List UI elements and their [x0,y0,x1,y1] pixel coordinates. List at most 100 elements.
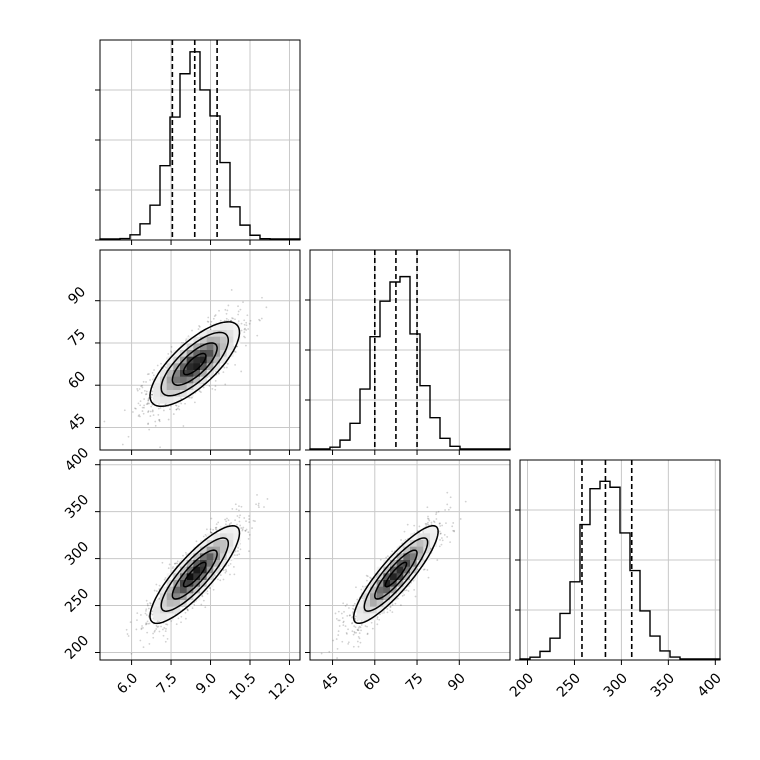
sample-point [351,611,354,613]
sample-point [464,500,467,503]
sample-point [359,641,362,644]
density-cell [226,336,234,344]
sample-point [164,640,167,643]
sample-point [207,316,210,319]
sample-point [141,384,143,387]
sample-point [201,595,204,598]
density-cell [153,606,161,614]
sample-point [227,519,230,522]
sample-point [237,305,239,308]
sample-point [257,502,260,505]
density-cell [220,343,227,351]
density-cell [173,363,181,371]
sample-point [459,518,462,520]
sample-point [153,369,155,371]
sample-point [391,550,393,553]
sample-point [147,402,149,404]
sample-point [336,647,339,650]
sample-point [236,523,238,526]
sample-point [141,625,143,627]
y-tick-label: 400 [62,445,92,475]
sample-point [435,511,438,514]
sample-point [233,350,236,353]
sample-point [422,568,425,571]
sample-point [346,603,348,606]
sample-point [233,554,236,557]
sample-point [234,503,237,506]
sample-point [344,604,347,607]
sample-point [178,408,181,411]
sample-point [225,312,228,315]
sample-point [103,420,106,423]
sample-point [391,611,394,614]
sample-point [208,587,211,590]
sample-point [200,391,202,393]
sample-point [174,562,177,565]
sample-point [364,625,367,627]
sample-point [176,560,179,563]
contour-line [160,537,230,612]
sample-point [337,610,340,613]
sample-point [235,508,238,511]
sample-point [239,514,242,517]
density-content [125,494,269,655]
contour-line [149,321,241,408]
sample-point [348,607,350,609]
density-cell [153,376,161,384]
sample-point [439,532,442,535]
sample-point [214,314,217,316]
sample-point [167,418,170,421]
sample-point [147,411,149,413]
sample-point [366,579,368,582]
density-cell [226,546,234,554]
sample-point [167,353,170,355]
sample-point [360,629,362,632]
sample-point [341,640,344,643]
density-cell [160,613,167,621]
sample-point [418,525,421,528]
sample-point [145,599,148,602]
density-cell [193,580,201,587]
sample-point [209,323,212,326]
density-cell [200,376,207,384]
sample-point [214,526,217,529]
sample-point [175,623,178,626]
density-cell [153,600,161,607]
density-cell [160,396,167,404]
sample-point [248,533,251,536]
density-cell [180,560,187,567]
sample-point [149,415,152,417]
sample-point [240,322,243,325]
density-cell [193,350,201,357]
sample-point [222,569,225,572]
sample-point [430,523,433,526]
density-cell [220,336,227,344]
sample-point [244,529,247,532]
x-tick-label: 300 [601,670,631,700]
sample-point [246,314,249,317]
sample-point [204,534,207,536]
sample-point [236,515,239,517]
y-tick-label: 200 [62,633,92,663]
sample-point [357,645,360,648]
sample-point [149,602,152,605]
density-cell [166,356,174,364]
density-cell [153,390,161,397]
sample-point [180,402,183,405]
sample-point [224,383,227,386]
sample-point [266,498,269,500]
sample-point [344,625,347,628]
sample-point [245,329,248,331]
sample-point [433,521,436,523]
sample-point [243,335,245,338]
sample-point [335,617,338,620]
density-cell [220,323,227,331]
sample-point [223,319,226,322]
sample-point [201,594,203,597]
sample-point [354,626,357,629]
sample-point [366,633,369,636]
sample-point [193,603,196,606]
sample-point [210,320,213,323]
sample-point [240,329,243,332]
sample-point [234,550,237,553]
